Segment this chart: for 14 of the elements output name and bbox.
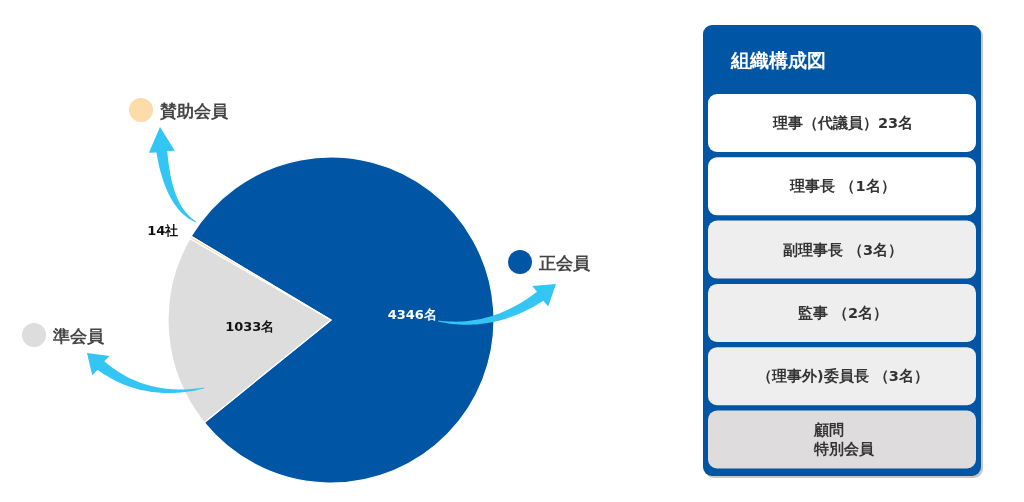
legend-label: 賛助会員 — [159, 101, 229, 121]
legend-label: 正会員 — [538, 253, 591, 273]
category-label: 副理事長 （3名） — [782, 241, 904, 258]
legend-label: 準会員 — [52, 326, 105, 346]
data-label: 4346名 — [387, 306, 437, 322]
text: 組織構成図 — [730, 49, 826, 71]
category-label: 監事 （2名） — [797, 304, 889, 321]
category-label: 理事長 （1名） — [789, 178, 896, 195]
category-label: 顧問 — [814, 422, 844, 438]
category-label: 理事（代議員）23名 — [771, 114, 914, 131]
data-label: 14社 — [147, 222, 179, 238]
category-label: 特別会員 — [814, 441, 874, 457]
data-label: 1033名 — [225, 318, 275, 334]
category-label: （理事外)委員長 （3名） — [757, 368, 929, 385]
